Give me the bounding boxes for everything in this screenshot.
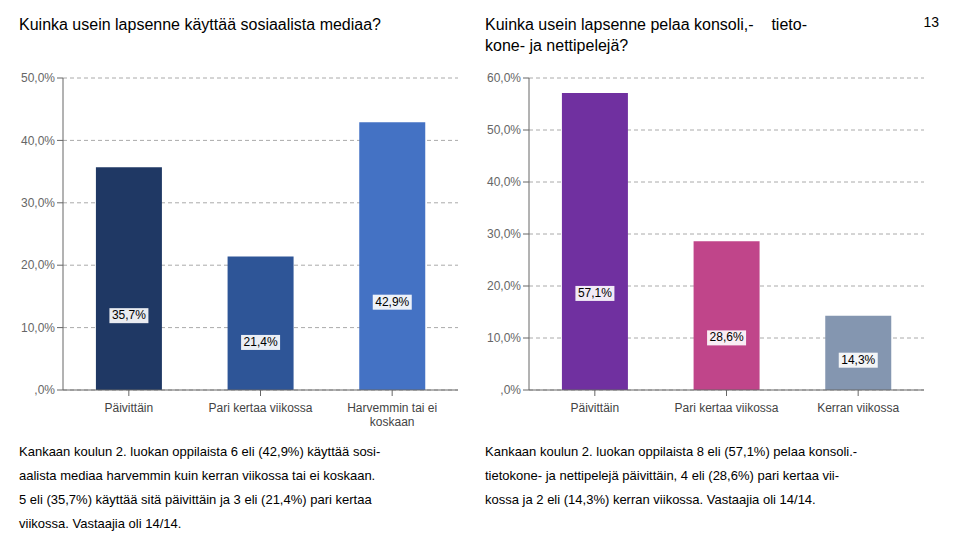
svg-text:10,0%: 10,0% xyxy=(487,331,521,345)
html-text:aalista mediaa harvemmin kuin: aalista mediaa harvemmin kuin kerran vii… xyxy=(19,468,376,483)
svg-text:40,0%: 40,0% xyxy=(487,175,521,189)
svg-text:21,4%: 21,4% xyxy=(244,335,278,349)
svg-text:Pari kertaa viikossa: Pari kertaa viikossa xyxy=(674,401,778,415)
svg-text:28,6%: 28,6% xyxy=(710,330,744,344)
svg-text:35,7%: 35,7% xyxy=(112,308,146,322)
html-text:Kuinka usein lapsenne käyttää: Kuinka usein lapsenne käyttää sosiaalist… xyxy=(19,16,381,33)
html-text:kone- ja nettipelejä?: kone- ja nettipelejä? xyxy=(485,37,629,54)
svg-text:50,0%: 50,0% xyxy=(21,71,55,85)
svg-text:Kerran viikossa: Kerran viikossa xyxy=(817,401,899,415)
html-text:Kankaan koulun 2. luokan oppil: Kankaan koulun 2. luokan oppilaista 6 el… xyxy=(19,444,381,459)
svg-text:10,0%: 10,0% xyxy=(21,321,55,335)
svg-text:42,9%: 42,9% xyxy=(375,295,409,309)
html-text:kossa ja 2 eli (14,3%) kerran: kossa ja 2 eli (14,3%) kerran viikossa. … xyxy=(485,492,816,507)
svg-text:,0%: ,0% xyxy=(500,383,521,397)
svg-text:Pari kertaa viikossa: Pari kertaa viikossa xyxy=(208,401,312,415)
svg-text:Päivittäin: Päivittäin xyxy=(570,401,619,415)
html-text:tietokone- ja nettipelejä päiv: tietokone- ja nettipelejä päivittäin, 4 … xyxy=(485,468,840,483)
svg-text:57,1%: 57,1% xyxy=(578,286,612,300)
svg-text:20,0%: 20,0% xyxy=(487,279,521,293)
svg-text:30,0%: 30,0% xyxy=(487,227,521,241)
svg-text:14,3%: 14,3% xyxy=(841,353,875,367)
html-text:Kankaan koulun 2. luokan oppil: Kankaan koulun 2. luokan oppilaista 8 el… xyxy=(485,444,858,459)
svg-text:30,0%: 30,0% xyxy=(21,196,55,210)
svg-text:50,0%: 50,0% xyxy=(487,123,521,137)
html-text:Kuinka usein lapsenne pelaa ko: Kuinka usein lapsenne pelaa konsoli,- ti… xyxy=(485,16,807,33)
svg-text:20,0%: 20,0% xyxy=(21,258,55,272)
svg-text:40,0%: 40,0% xyxy=(21,134,55,148)
svg-text:60,0%: 60,0% xyxy=(487,71,521,85)
svg-text:,0%: ,0% xyxy=(34,383,55,397)
svg-text:Päivittäin: Päivittäin xyxy=(104,401,153,415)
html-text:13: 13 xyxy=(923,14,939,30)
svg-text:Harvemmin tai eikoskaan: Harvemmin tai eikoskaan xyxy=(347,401,437,429)
html-text:5 eli (35,7%) käyttää sitä päi: 5 eli (35,7%) käyttää sitä päivittäin ja… xyxy=(19,492,372,507)
html-text:viikossa. Vastaajia oli 14/14.: viikossa. Vastaajia oli 14/14. xyxy=(19,516,182,531)
